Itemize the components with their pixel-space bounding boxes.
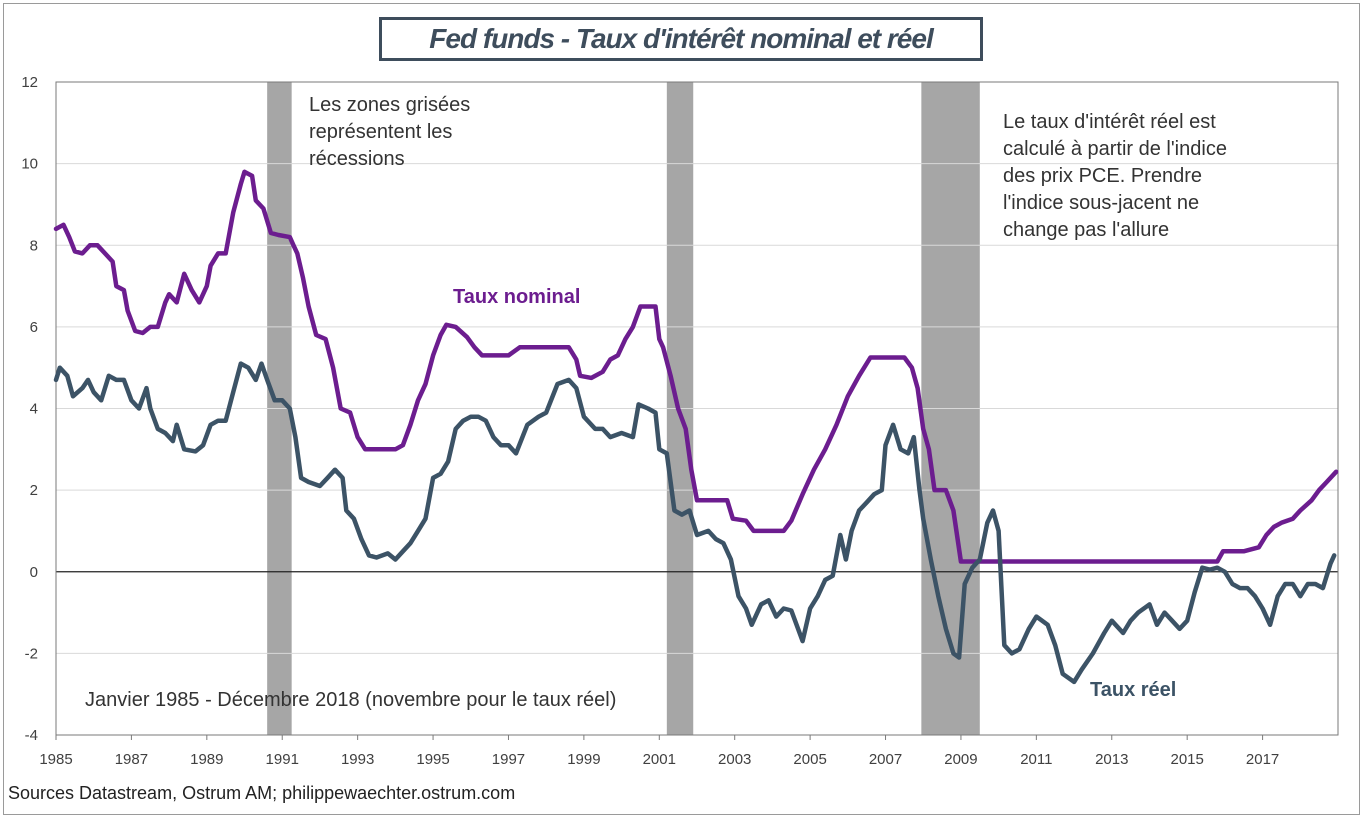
x-tick-label: 2003 bbox=[718, 751, 751, 768]
recession-note-line: Les zones grisées bbox=[309, 94, 470, 116]
y-tick-label: -2 bbox=[25, 645, 38, 662]
y-tick-label: 4 bbox=[30, 401, 38, 418]
gridlines bbox=[56, 163, 1338, 654]
real-rate-line bbox=[53, 361, 1337, 685]
plot-area bbox=[55, 81, 1339, 736]
x-tick-label: 2005 bbox=[793, 751, 826, 768]
x-tick-label: 2015 bbox=[1170, 751, 1203, 768]
x-tick-label: 2011 bbox=[1020, 751, 1052, 768]
y-tick-label: 6 bbox=[30, 319, 38, 336]
x-tick-label: 1997 bbox=[492, 751, 525, 768]
x-tick-label: 2013 bbox=[1095, 751, 1128, 768]
chart-title: Fed funds - Taux d'intérêt nominal et ré… bbox=[379, 17, 983, 61]
y-tick-label: 0 bbox=[30, 564, 38, 581]
x-tick-label: 2007 bbox=[869, 751, 902, 768]
x-tick-label: 1993 bbox=[341, 751, 374, 768]
x-tick-label: 2001 bbox=[643, 751, 676, 768]
recession-note-line: récessions bbox=[309, 148, 405, 170]
x-tick-label: 1987 bbox=[115, 751, 148, 768]
x-tick-label: 1995 bbox=[416, 751, 449, 768]
source-note: Sources Datastream, Ostrum AM; philippew… bbox=[8, 783, 516, 803]
method-note-line: des prix PCE. Prendre bbox=[1003, 165, 1202, 187]
y-tick-label: 12 bbox=[21, 74, 38, 91]
period-note: Janvier 1985 - Décembre 2018 (novembre p… bbox=[85, 689, 616, 711]
y-tick-label: 10 bbox=[21, 156, 38, 173]
method-note-line: calculé à partir de l'indice bbox=[1003, 138, 1227, 160]
method-note-line: change pas l'allure bbox=[1003, 219, 1169, 241]
nominal-series-label: Taux nominal bbox=[453, 286, 580, 308]
nominal-rate-line bbox=[53, 169, 1339, 564]
method-note-line: Le taux d'intérêt réel est bbox=[1003, 111, 1216, 133]
x-tick-label: 1985 bbox=[39, 751, 72, 768]
x-tick-label: 1999 bbox=[567, 751, 600, 768]
real-series-label: Taux réel bbox=[1090, 679, 1176, 701]
recession-note: Les zones grisées représentent les réces… bbox=[309, 94, 476, 170]
x-tick-label: 2017 bbox=[1246, 751, 1279, 768]
recession-note-line: représentent les bbox=[309, 121, 452, 143]
series-lines bbox=[53, 169, 1339, 685]
method-note: Le taux d'intérêt réel est calculé à par… bbox=[1003, 111, 1233, 241]
y-tick-label: 8 bbox=[30, 237, 38, 254]
x-tick-label: 1989 bbox=[190, 751, 223, 768]
x-tick-label: 1991 bbox=[266, 751, 299, 768]
y-tick-label: -4 bbox=[25, 727, 38, 744]
method-note-line: l'indice sous-jacent ne bbox=[1003, 192, 1199, 214]
y-tick-label: 2 bbox=[30, 482, 38, 499]
x-tick-label: 2009 bbox=[944, 751, 977, 768]
